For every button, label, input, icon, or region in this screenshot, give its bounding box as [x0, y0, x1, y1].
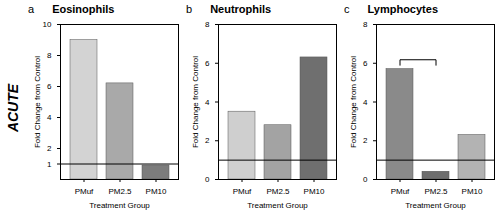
html-text:Lymphocytes: Lymphocytes [367, 3, 438, 15]
svg-text:Treatment Group: Treatment Group [247, 201, 308, 210]
html-text:Neutrophils: Neutrophils [210, 3, 272, 15]
svg-text:Treatment Group: Treatment Group [89, 201, 150, 210]
svg-text:2: 2 [47, 144, 52, 153]
html-text:a: a [28, 3, 35, 15]
svg-text:PM2.5: PM2.5 [424, 187, 448, 196]
svg-text:6: 6 [47, 82, 52, 91]
svg-text:PMuf: PMuf [233, 187, 252, 196]
svg-text:4: 4 [363, 98, 368, 107]
html-text:ACUTE: ACUTE [5, 83, 21, 132]
svg-text:1: 1 [47, 160, 52, 169]
svg-text:6: 6 [205, 59, 210, 68]
svg-text:PM2.5: PM2.5 [108, 187, 132, 196]
html-text:c: c [344, 3, 350, 15]
svg-text:2: 2 [363, 136, 368, 145]
svg-text:PMuf: PMuf [391, 187, 410, 196]
svg-text:PM10: PM10 [462, 187, 483, 196]
svg-text:PM2.5: PM2.5 [266, 187, 290, 196]
svg-text:0: 0 [205, 175, 210, 184]
svg-text:4: 4 [205, 98, 210, 107]
svg-text:Fold Change from Control: Fold Change from Control [191, 56, 200, 148]
svg-text:PM10: PM10 [146, 187, 167, 196]
svg-text:0: 0 [363, 175, 368, 184]
svg-text:8: 8 [363, 20, 368, 29]
html-text:b: b [186, 3, 193, 15]
svg-text:2: 2 [205, 136, 210, 145]
svg-text:Fold Change from Control: Fold Change from Control [349, 56, 358, 148]
svg-text:PMuf: PMuf [75, 187, 94, 196]
html-text:Eosinophils: Eosinophils [52, 3, 115, 15]
svg-text:8: 8 [205, 20, 210, 29]
svg-text:PM10: PM10 [304, 187, 325, 196]
svg-text:Treatment Group: Treatment Group [405, 201, 466, 210]
svg-text:8: 8 [47, 51, 52, 60]
svg-text:Fold Change from Control: Fold Change from Control [33, 56, 42, 148]
svg-text:6: 6 [363, 59, 368, 68]
svg-text:4: 4 [47, 113, 52, 122]
svg-text:10: 10 [43, 20, 52, 29]
